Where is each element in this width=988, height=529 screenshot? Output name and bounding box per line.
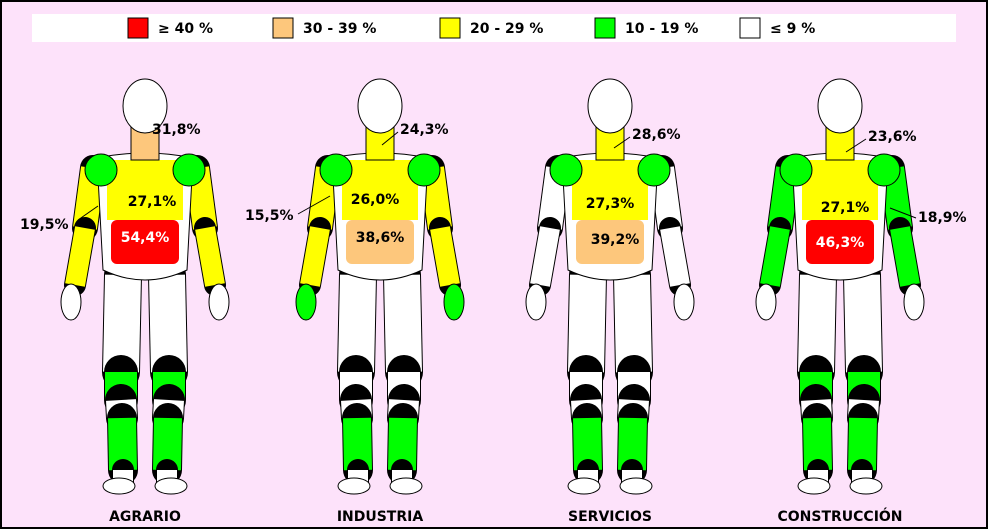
legend-swatch <box>272 17 294 39</box>
hand <box>903 283 925 321</box>
percent-label: 19,5% <box>20 217 69 233</box>
lower-back <box>346 220 414 264</box>
foot <box>849 477 883 495</box>
percent-label: 27,1% <box>821 200 870 216</box>
hand <box>60 283 82 321</box>
foot <box>567 477 601 495</box>
foot <box>619 477 653 495</box>
hand <box>443 283 465 321</box>
foot <box>154 477 188 495</box>
percent-label: 23,6% <box>868 129 917 145</box>
limb <box>530 226 560 287</box>
percent-label: 28,6% <box>632 127 681 143</box>
hand <box>525 283 547 321</box>
legend-swatch <box>739 17 761 39</box>
figure-name: CONSTRUCCIÓN <box>777 507 902 525</box>
hand <box>755 283 777 321</box>
limb <box>890 226 920 287</box>
limb <box>660 226 690 287</box>
leader-line <box>381 131 399 146</box>
hand <box>295 283 317 321</box>
percent-label: 39,2% <box>591 232 640 248</box>
leader-line <box>77 205 99 221</box>
lower-back <box>806 220 874 264</box>
shoulder <box>779 153 813 187</box>
percent-label: 46,3% <box>816 235 865 251</box>
legend-swatch <box>594 17 616 39</box>
percent-label: 31,8% <box>152 122 201 138</box>
legend-swatch <box>439 17 461 39</box>
head <box>122 78 168 134</box>
shoulder <box>867 153 901 187</box>
limb <box>300 226 330 287</box>
figure-name: AGRARIO <box>109 509 181 525</box>
percent-label: 54,4% <box>121 230 170 246</box>
shoulder <box>84 153 118 187</box>
legend-label: 10 - 19 % <box>625 21 698 37</box>
foot <box>102 477 136 495</box>
percent-label: 15,5% <box>245 208 294 224</box>
percent-label: 38,6% <box>356 230 405 246</box>
shoulder <box>637 153 671 187</box>
shoulder <box>172 153 206 187</box>
legend-label: 30 - 39 % <box>303 21 376 37</box>
legend-label: 20 - 29 % <box>470 21 543 37</box>
foot <box>337 477 371 495</box>
lower-back <box>111 220 179 264</box>
head <box>587 78 633 134</box>
leader-line <box>845 138 867 153</box>
upper-back <box>572 160 648 220</box>
hand <box>673 283 695 321</box>
percent-label: 24,3% <box>400 122 449 138</box>
figure-name: SERVICIOS <box>568 509 652 525</box>
percent-label: 26,0% <box>351 192 400 208</box>
shoulder <box>549 153 583 187</box>
shoulder <box>319 153 353 187</box>
lower-back <box>576 220 644 264</box>
head <box>357 78 403 134</box>
limb <box>430 226 460 287</box>
limb <box>195 226 225 287</box>
foot <box>389 477 423 495</box>
leader-line <box>613 136 631 149</box>
legend-label: ≤ 9 % <box>770 21 815 37</box>
limb <box>65 226 95 287</box>
leader-line <box>297 195 331 215</box>
limb <box>760 226 790 287</box>
percent-label: 27,1% <box>128 194 177 210</box>
hand <box>208 283 230 321</box>
percent-label: 27,3% <box>586 196 635 212</box>
shoulder <box>407 153 441 187</box>
upper-back <box>107 160 183 220</box>
leader-line <box>889 207 917 219</box>
upper-back <box>342 160 418 220</box>
head <box>817 78 863 134</box>
foot <box>797 477 831 495</box>
upper-back <box>802 160 878 220</box>
percent-label: 18,9% <box>918 210 967 226</box>
legend-swatch <box>127 17 149 39</box>
legend-strip <box>32 14 956 42</box>
figure-name: INDUSTRIA <box>337 509 424 525</box>
legend-label: ≥ 40 % <box>158 21 213 37</box>
